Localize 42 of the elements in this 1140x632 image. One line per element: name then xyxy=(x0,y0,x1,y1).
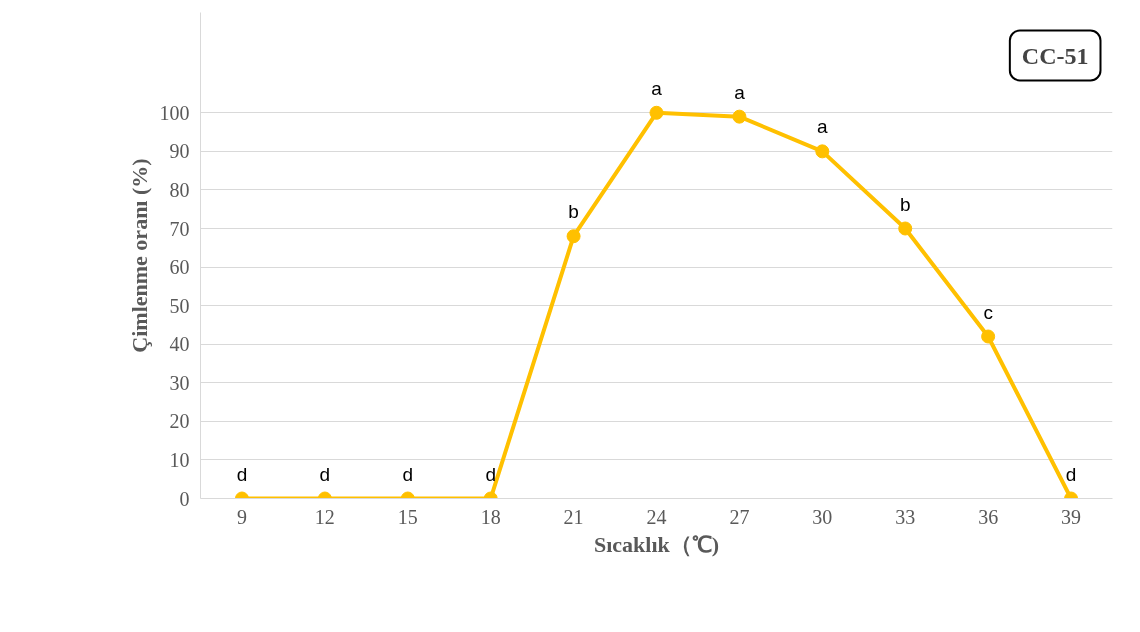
point xyxy=(566,229,581,244)
annotation: a xyxy=(817,116,829,138)
point xyxy=(815,144,830,159)
x-tick-label: 39 xyxy=(1061,505,1082,528)
annotation: d xyxy=(236,463,248,485)
x-tick-label: 21 xyxy=(563,505,584,528)
x-tick-label: 15 xyxy=(397,505,418,528)
annotation: a xyxy=(651,77,663,99)
y-tick-label: 100 xyxy=(159,101,190,124)
point xyxy=(898,221,913,236)
annotation: a xyxy=(734,81,746,103)
x-tick-label: 36 xyxy=(978,505,999,528)
annotation: b xyxy=(568,201,579,223)
y-tick-label: 40 xyxy=(169,333,190,356)
x-tick-label: 30 xyxy=(812,505,833,528)
x-tick-label: 27 xyxy=(729,505,750,528)
annotation: CC-51 xyxy=(1021,42,1089,69)
y-tick-label: 50 xyxy=(169,294,190,317)
point xyxy=(981,329,996,344)
annotation: d xyxy=(1065,463,1077,485)
annotation: d xyxy=(319,463,331,485)
point xyxy=(732,109,747,124)
y-tick-label: 80 xyxy=(169,178,190,201)
x-tick-label: 9 xyxy=(236,505,247,528)
y-tick-label: 10 xyxy=(169,448,190,471)
annotation: d xyxy=(402,463,414,485)
y-axis-title: Çimlenme oranı (%) xyxy=(126,158,152,353)
x-tick-label: 12 xyxy=(314,505,335,528)
x-axis-title: Sıcaklık（℃) xyxy=(593,531,720,557)
x-tick-label: 24 xyxy=(646,505,667,528)
y-tick-label: 30 xyxy=(169,371,190,394)
annotation: b xyxy=(899,193,911,215)
annotation: c xyxy=(983,301,993,323)
x-tick-label: 33 xyxy=(895,505,916,528)
x-tick-label: 18 xyxy=(480,505,501,528)
y-tick-label: 20 xyxy=(169,410,190,433)
y-tick-label: 90 xyxy=(169,140,190,163)
y-tick-label: 60 xyxy=(169,256,190,279)
y-tick-label: 0 xyxy=(179,487,190,510)
y-tick-label: 70 xyxy=(169,217,190,240)
point xyxy=(649,105,664,120)
annotation: d xyxy=(485,463,496,485)
